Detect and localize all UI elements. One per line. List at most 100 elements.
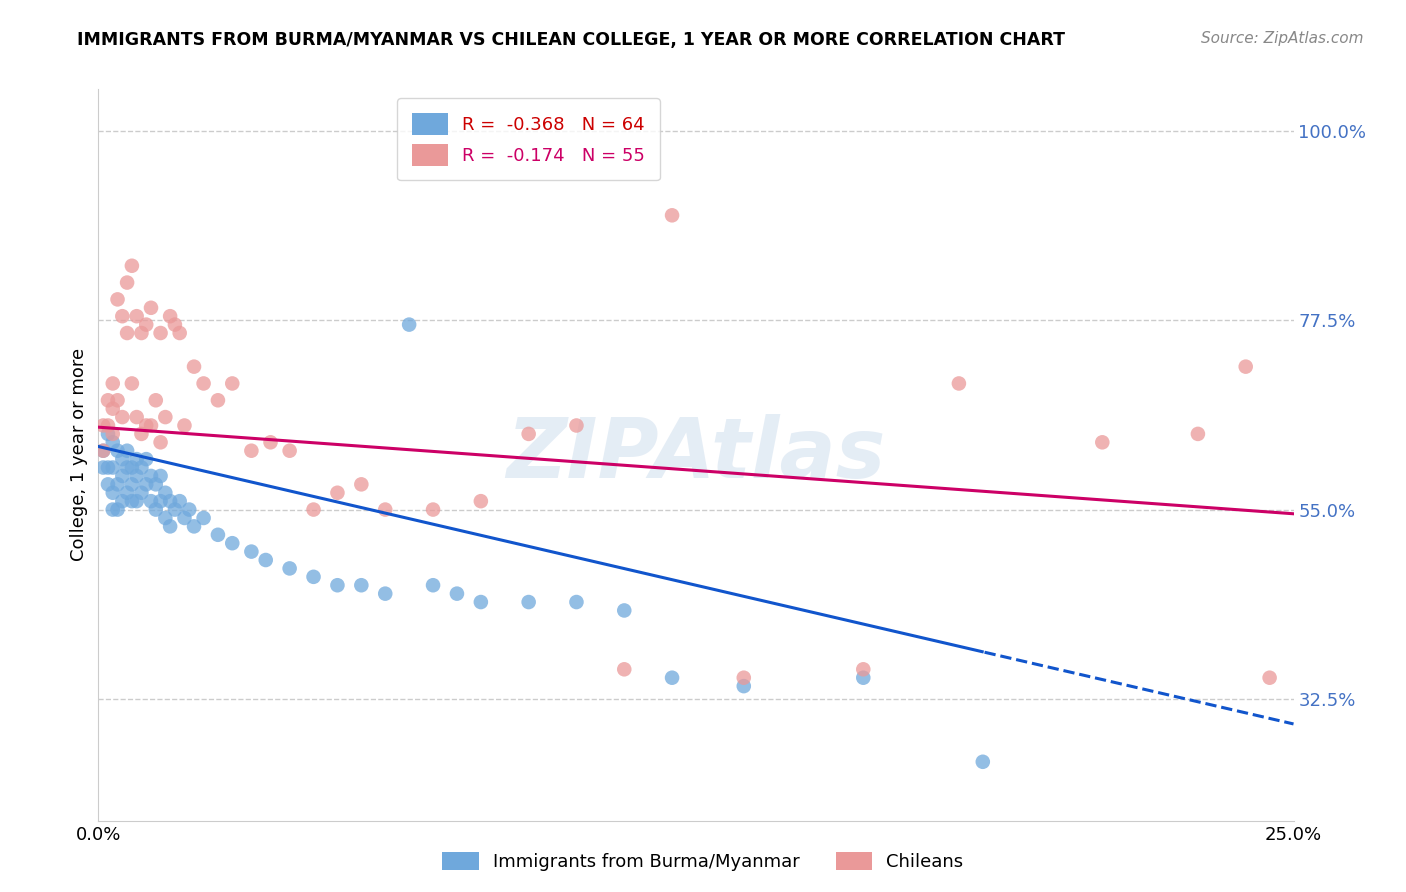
Legend: R =  -0.368   N = 64, R =  -0.174   N = 55: R = -0.368 N = 64, R = -0.174 N = 55: [398, 98, 659, 180]
Point: [470, 595, 492, 609]
Point: [101, 401, 124, 416]
Point: [374, 502, 396, 516]
Point: [149, 435, 172, 450]
Point: [101, 435, 124, 450]
Point: [565, 418, 588, 433]
Point: [101, 485, 124, 500]
Point: [107, 443, 129, 458]
Point: [91, 443, 114, 458]
Point: [852, 671, 875, 685]
Point: [131, 326, 153, 340]
Point: [101, 376, 124, 391]
Point: [350, 578, 373, 592]
Point: [139, 301, 162, 315]
Point: [398, 318, 420, 332]
Point: [121, 460, 143, 475]
Point: [135, 418, 157, 433]
Point: [145, 393, 167, 408]
Point: [278, 443, 301, 458]
Point: [159, 519, 181, 533]
Point: [350, 477, 373, 491]
Point: [302, 502, 325, 516]
Point: [613, 662, 636, 676]
Point: [517, 595, 540, 609]
Point: [155, 485, 177, 500]
Point: [193, 511, 215, 525]
Point: [97, 393, 120, 408]
Point: [183, 519, 205, 533]
Point: [125, 494, 148, 508]
Text: ZIPAtlas: ZIPAtlas: [506, 415, 886, 495]
Point: [101, 502, 124, 516]
Point: [149, 494, 172, 508]
Point: [121, 259, 143, 273]
Point: [183, 359, 205, 374]
Point: [565, 595, 588, 609]
Point: [173, 511, 195, 525]
Point: [470, 494, 492, 508]
Y-axis label: College, 1 year or more: College, 1 year or more: [70, 349, 89, 561]
Point: [135, 477, 157, 491]
Point: [326, 485, 349, 500]
Point: [159, 494, 181, 508]
Point: [107, 502, 129, 516]
Point: [661, 671, 683, 685]
Point: [125, 309, 148, 323]
Point: [254, 553, 277, 567]
Point: [107, 293, 129, 307]
Point: [115, 326, 138, 340]
Point: [155, 410, 177, 425]
Point: [131, 485, 153, 500]
Point: [169, 326, 191, 340]
Point: [1258, 671, 1281, 685]
Point: [733, 679, 755, 693]
Point: [159, 309, 181, 323]
Point: [115, 443, 138, 458]
Point: [111, 469, 134, 483]
Point: [240, 443, 263, 458]
Point: [948, 376, 970, 391]
Point: [326, 578, 349, 592]
Point: [97, 418, 120, 433]
Point: [139, 469, 162, 483]
Point: [278, 561, 301, 575]
Point: [155, 511, 177, 525]
Point: [139, 418, 162, 433]
Point: [131, 460, 153, 475]
Point: [374, 587, 396, 601]
Point: [145, 502, 167, 516]
Point: [97, 477, 120, 491]
Point: [115, 485, 138, 500]
Point: [163, 318, 186, 332]
Point: [111, 452, 134, 467]
Point: [91, 443, 114, 458]
Point: [135, 452, 157, 467]
Point: [135, 318, 157, 332]
Point: [446, 587, 468, 601]
Text: Source: ZipAtlas.com: Source: ZipAtlas.com: [1201, 31, 1364, 46]
Point: [139, 494, 162, 508]
Point: [115, 276, 138, 290]
Point: [125, 469, 148, 483]
Point: [661, 208, 683, 222]
Point: [972, 755, 994, 769]
Point: [97, 460, 120, 475]
Point: [125, 410, 148, 425]
Text: IMMIGRANTS FROM BURMA/MYANMAR VS CHILEAN COLLEGE, 1 YEAR OR MORE CORRELATION CHA: IMMIGRANTS FROM BURMA/MYANMAR VS CHILEAN…: [77, 31, 1066, 49]
Point: [115, 460, 138, 475]
Legend: Immigrants from Burma/Myanmar, Chileans: Immigrants from Burma/Myanmar, Chileans: [436, 845, 970, 879]
Point: [111, 494, 134, 508]
Point: [1234, 359, 1257, 374]
Point: [517, 426, 540, 441]
Point: [221, 536, 243, 550]
Point: [259, 435, 281, 450]
Point: [221, 376, 243, 391]
Point: [91, 418, 114, 433]
Point: [1091, 435, 1114, 450]
Point: [111, 309, 134, 323]
Point: [97, 426, 120, 441]
Point: [169, 494, 191, 508]
Point: [302, 570, 325, 584]
Point: [207, 528, 229, 542]
Point: [207, 393, 229, 408]
